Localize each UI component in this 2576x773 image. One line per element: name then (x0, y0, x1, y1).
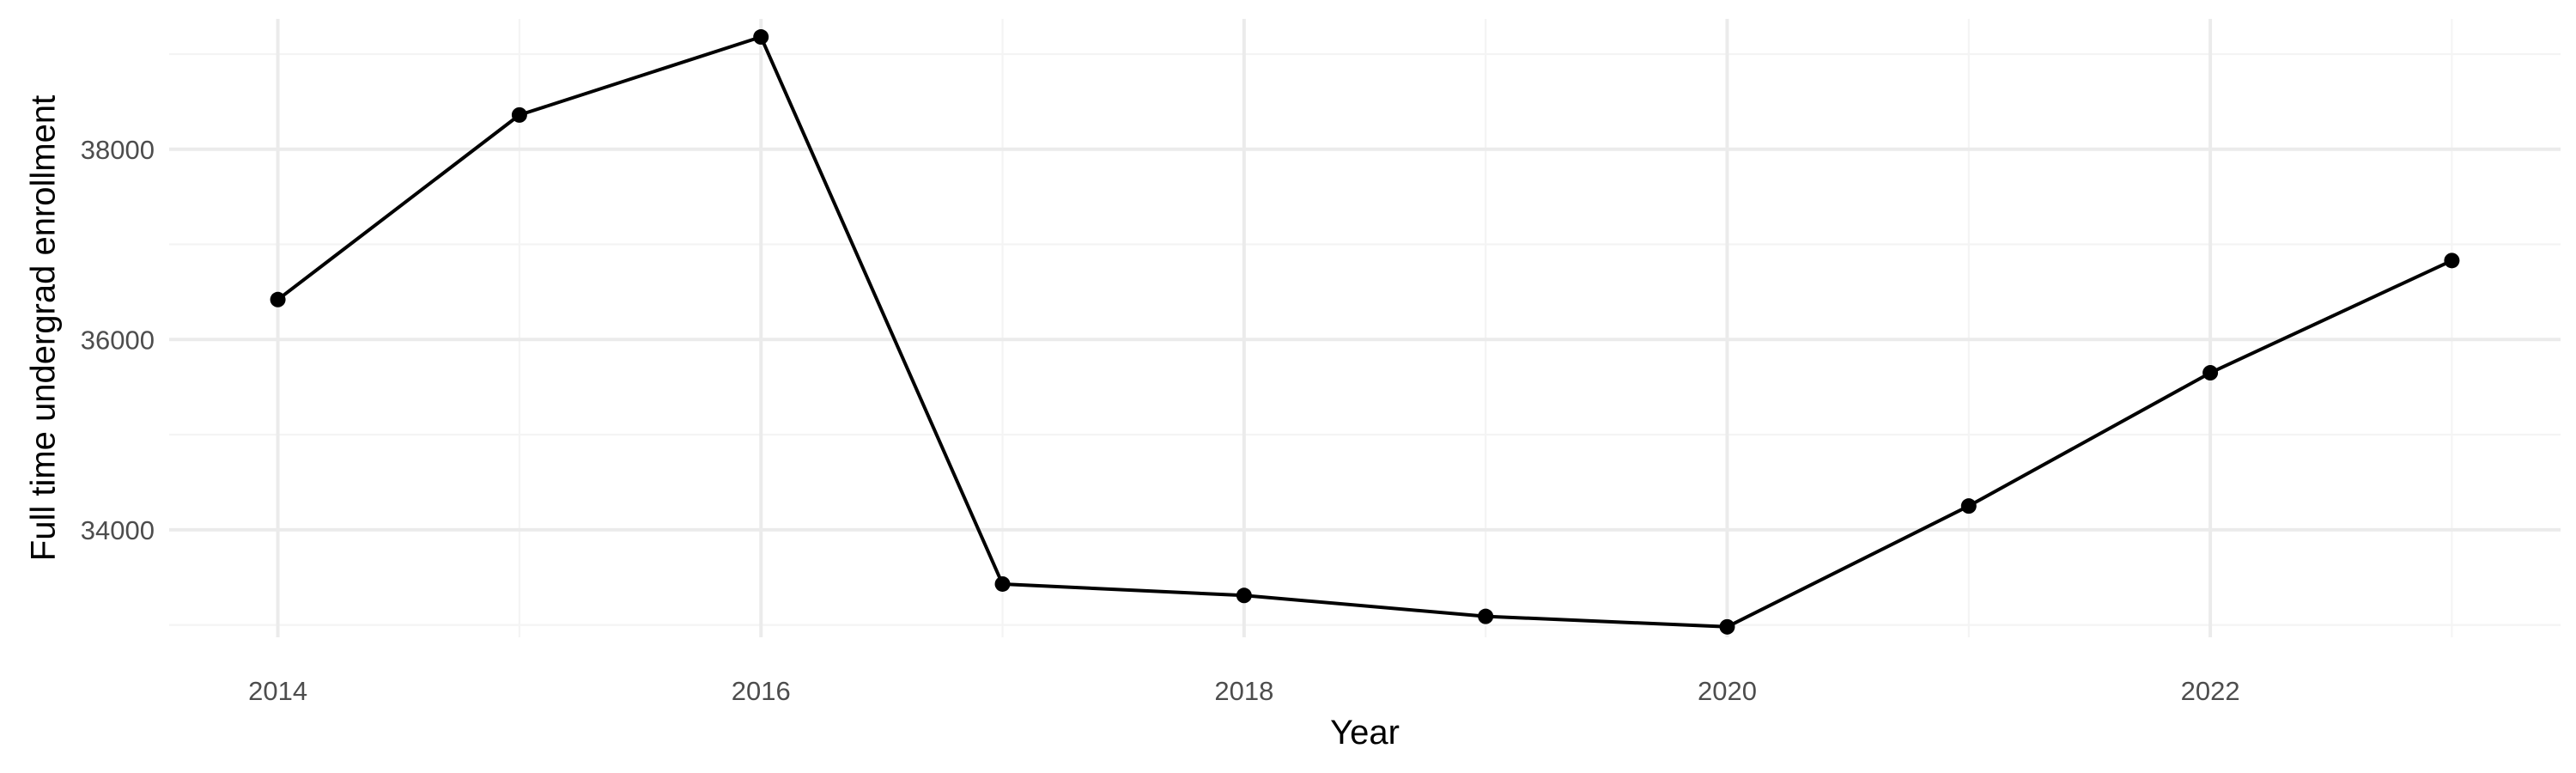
x-tick-label: 2014 (248, 676, 307, 706)
series-line (276, 35, 2454, 629)
series-line-group (276, 35, 2454, 629)
data-point (1236, 587, 1252, 604)
y-axis-title: Full time undergrad enrollment (25, 95, 63, 561)
data-point (1719, 618, 1735, 635)
data-point (2202, 365, 2219, 381)
data-point (2444, 253, 2460, 269)
x-axis-tick-labels: 2014 2016 2018 2020 2022 (248, 676, 2239, 706)
x-tick-label: 2020 (1698, 676, 1757, 706)
data-point (1478, 608, 1494, 624)
major-gridlines (169, 19, 2561, 637)
data-points (270, 29, 2460, 635)
data-point (1960, 498, 1977, 514)
x-tick-label: 2016 (732, 676, 791, 706)
data-point (270, 291, 286, 307)
data-point (511, 107, 527, 123)
y-tick-label: 34000 (81, 515, 155, 545)
x-axis-title: Year (1330, 714, 1400, 752)
minor-gridlines (169, 19, 2561, 637)
x-tick-label: 2022 (2181, 676, 2240, 706)
y-tick-label: 36000 (81, 325, 155, 355)
x-tick-label: 2018 (1214, 676, 1273, 706)
y-tick-label: 38000 (81, 135, 155, 165)
data-point (994, 575, 1011, 592)
y-axis-tick-labels: 34000 36000 38000 (81, 135, 155, 545)
data-point (753, 29, 769, 46)
